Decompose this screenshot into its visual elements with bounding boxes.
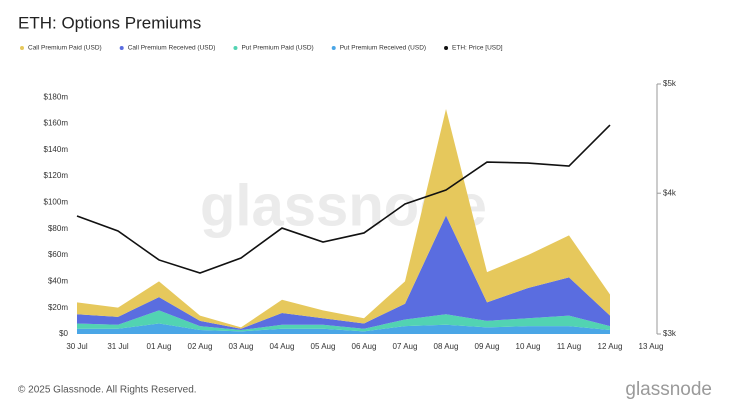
x-tick-label: 13 Aug <box>639 342 664 351</box>
area <box>77 215 610 331</box>
chart-title: ETH: Options Premiums <box>18 13 201 32</box>
area <box>77 323 610 334</box>
y-tick-label: $140m <box>44 145 69 154</box>
x-tick-label: 31 Jul <box>107 342 129 351</box>
legend-marker <box>233 46 238 50</box>
x-tick-label: 09 Aug <box>475 342 500 351</box>
legend-label: Call Premium Paid (USD) <box>28 45 102 52</box>
y-tick-label: $20m <box>48 303 68 312</box>
legend-marker <box>444 46 449 50</box>
x-tick-label: 05 Aug <box>311 342 336 351</box>
legend-marker <box>119 46 124 50</box>
y2-tick-label: $3k <box>663 329 677 338</box>
x-tick-label: 03 Aug <box>229 342 254 351</box>
footer: © 2025 Glassnode. All Rights Reserved. <box>18 385 197 396</box>
y-tick-label: $160m <box>44 119 69 128</box>
x-tick-label: 01 Aug <box>147 342 172 351</box>
x-tick-label: 11 Aug <box>557 342 581 351</box>
y2-tick-label: $4k <box>663 188 677 197</box>
y-tick-label: $120m <box>44 171 69 180</box>
legend-label: Put Premium Paid (USD) <box>241 45 313 52</box>
x-tick-label: 10 Aug <box>516 342 541 351</box>
logo: glassnode <box>625 379 712 400</box>
legend: Call Premium Paid (USD) Call Premium Rece… <box>20 45 503 52</box>
x-tick-label: 12 Aug <box>598 342 623 351</box>
x-tick-label: 08 Aug <box>434 342 459 351</box>
y-tick-label: $0 <box>59 329 68 338</box>
x-tick-label: 04 Aug <box>270 342 295 351</box>
legend-marker <box>20 46 24 50</box>
y-tick-label: $180m <box>44 92 69 101</box>
legend-label: Call Premium Received (USD) <box>128 45 216 52</box>
area <box>77 109 610 329</box>
price-line <box>76 124 611 274</box>
x-tick-label: 06 Aug <box>352 342 377 351</box>
legend-label: Put Premium Received (USD) <box>340 45 426 52</box>
y-tick-label: $40m <box>48 276 68 285</box>
y-tick-label: $60m <box>48 250 68 259</box>
area <box>77 310 610 332</box>
x-tick-label: 30 Jul <box>66 342 88 351</box>
legend-label: ETH: Price [USD] <box>452 45 503 52</box>
x-tick-label: 02 Aug <box>188 342 213 351</box>
legend-marker <box>331 46 336 50</box>
y-tick-label: $80m <box>48 224 68 233</box>
y2-tick-label: $5k <box>663 79 677 88</box>
y-tick-label: $100m <box>44 198 69 207</box>
x-tick-label: 07 Aug <box>393 342 418 351</box>
